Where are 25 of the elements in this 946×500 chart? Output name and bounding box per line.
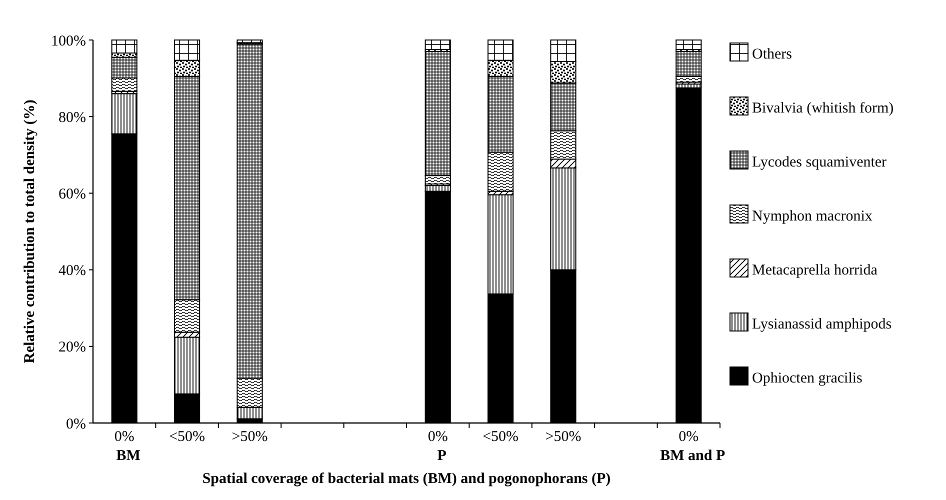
bar	[111, 40, 138, 54]
y-tick-label: 80%	[58, 110, 86, 126]
x-tick-label: 0% BM and P	[660, 429, 726, 464]
x-tick-label: >50%	[545, 429, 582, 445]
legend-label: Bivalvia (whitish form)	[752, 100, 894, 116]
x-tick-label: 0% P	[428, 429, 448, 464]
legend-label: Ophiocten gracilis	[752, 370, 863, 386]
y-tick-label: 20%	[58, 340, 86, 356]
y-axis-title: Relative contribution to total density (%)	[22, 100, 38, 364]
x-tick-label: 0% BM	[114, 429, 140, 464]
y-tick-label: 100%	[51, 33, 86, 50]
y-tick-label: 40%	[58, 263, 86, 280]
bar	[424, 40, 451, 50]
bar	[676, 40, 702, 50]
x-tick-label: <50%	[169, 429, 206, 445]
x-tick-label: <50%	[482, 429, 519, 445]
legend-label: Metacaprella horrida	[752, 262, 878, 278]
y-tick-label: 60%	[58, 186, 86, 202]
y-tick-label: 0%	[66, 416, 86, 432]
legend-label: Lysianassid amphipods	[752, 316, 892, 332]
x-tick-label: >50%	[232, 429, 268, 445]
x-axis-title: Spatial coverage of bacterial mats (BM) and pogonophorans (P)	[202, 471, 611, 487]
legend-label: Nymphon macronix	[752, 208, 873, 224]
legend-label: Lycodes squamiventer	[752, 154, 887, 170]
legend-label: Others	[752, 46, 792, 62]
